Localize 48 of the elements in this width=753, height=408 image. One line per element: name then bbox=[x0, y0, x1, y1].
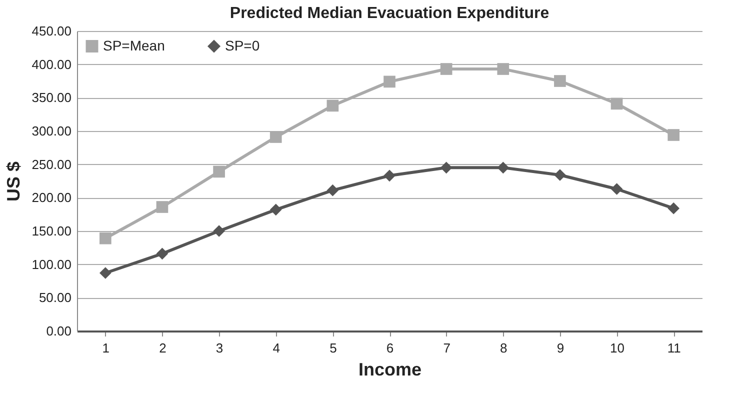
point bbox=[99, 267, 112, 279]
point bbox=[156, 248, 168, 260]
y-tick-label: 300.00 bbox=[32, 124, 72, 138]
point bbox=[610, 183, 623, 195]
x-tick-label: 2 bbox=[159, 340, 166, 356]
legend-label: SP=Mean bbox=[103, 37, 165, 54]
point bbox=[554, 75, 566, 87]
point bbox=[156, 201, 168, 213]
chart-title: Predicted Median Evacuation Expenditure bbox=[230, 5, 550, 22]
x-tick-label: 6 bbox=[386, 340, 394, 356]
point bbox=[497, 63, 510, 75]
x-tick-label: 7 bbox=[443, 340, 450, 356]
point bbox=[99, 232, 112, 244]
x-tick-label: 4 bbox=[272, 340, 280, 356]
y-tick-label: 50.00 bbox=[38, 290, 72, 306]
point bbox=[668, 129, 680, 141]
y-tick-label: 200.00 bbox=[32, 190, 72, 206]
y-tick-label: 0.00 bbox=[46, 324, 72, 338]
x-tick-label: 1 bbox=[102, 340, 110, 356]
x-tick-label: 11 bbox=[667, 340, 681, 356]
point bbox=[610, 98, 623, 110]
point bbox=[326, 100, 339, 112]
y-tick-label: 250.00 bbox=[32, 156, 72, 172]
x-tick-label: 8 bbox=[500, 340, 508, 356]
x-tick-label: 10 bbox=[610, 340, 625, 356]
x-axis-title: Income bbox=[358, 360, 422, 380]
point bbox=[440, 63, 452, 75]
point bbox=[270, 131, 282, 143]
point bbox=[497, 162, 510, 174]
point bbox=[554, 169, 566, 181]
y-tick-label: 100.00 bbox=[32, 256, 72, 272]
x-tick-label: 5 bbox=[330, 340, 337, 356]
y-axis-title: US $ bbox=[4, 161, 24, 202]
x-tick-label: 3 bbox=[216, 340, 224, 356]
point bbox=[270, 204, 282, 216]
point bbox=[384, 76, 396, 88]
y-tick-label: 350.00 bbox=[32, 90, 72, 106]
x-tick-label: 9 bbox=[556, 340, 564, 356]
point bbox=[213, 225, 225, 237]
point bbox=[668, 202, 680, 214]
y-tick-label: 150.00 bbox=[32, 224, 72, 238]
y-tick-label: 450.00 bbox=[32, 24, 72, 38]
point bbox=[440, 162, 452, 174]
y-tick-label: 400.00 bbox=[32, 56, 72, 72]
point bbox=[326, 184, 339, 196]
point bbox=[213, 166, 225, 178]
point bbox=[384, 170, 396, 182]
legend-label: SP=0 bbox=[225, 37, 260, 54]
